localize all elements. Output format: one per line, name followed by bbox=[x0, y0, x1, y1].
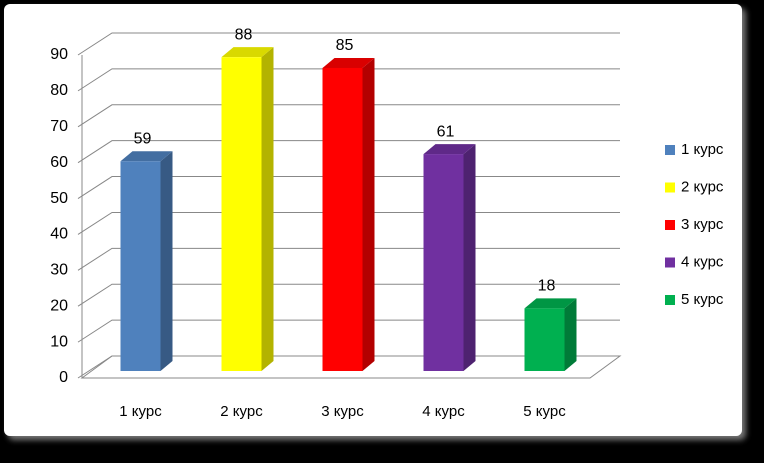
bar-top bbox=[221, 47, 274, 58]
value-label: 18 bbox=[538, 278, 556, 295]
value-label: 85 bbox=[336, 37, 354, 54]
grid-line bbox=[77, 140, 620, 164]
legend-label: 3 курс bbox=[681, 216, 724, 233]
y-tick-label: 0 bbox=[59, 369, 68, 386]
y-tick-label: 90 bbox=[50, 46, 68, 63]
legend-swatch bbox=[665, 220, 675, 230]
legend-label: 1 курс bbox=[681, 141, 724, 158]
y-tick-label: 40 bbox=[50, 226, 68, 243]
value-label: 59 bbox=[134, 130, 152, 147]
legend-label: 5 курс bbox=[681, 291, 724, 308]
legend-label: 4 курс bbox=[681, 253, 724, 270]
bar-side bbox=[463, 144, 476, 371]
y-tick-label: 10 bbox=[50, 333, 68, 350]
x-tick-label: 5 курс bbox=[523, 403, 566, 420]
bar-front bbox=[120, 161, 161, 371]
bar-top bbox=[524, 298, 577, 309]
bar-top bbox=[322, 57, 375, 68]
value-label: 88 bbox=[235, 26, 253, 43]
x-tick-label: 2 курс bbox=[220, 403, 263, 420]
bar bbox=[423, 144, 476, 371]
y-tick-label: 30 bbox=[50, 262, 68, 279]
y-tick-label: 20 bbox=[50, 297, 68, 314]
bar bbox=[524, 298, 577, 371]
bar-top bbox=[423, 144, 476, 155]
bar bbox=[322, 57, 375, 371]
legend-swatch bbox=[665, 145, 675, 155]
grid-line bbox=[77, 32, 620, 56]
bar bbox=[120, 151, 173, 371]
y-tick-label: 60 bbox=[50, 154, 68, 171]
legend-swatch bbox=[665, 257, 675, 268]
y-tick-label: 70 bbox=[50, 118, 68, 135]
bar-side bbox=[261, 47, 274, 372]
bar-front bbox=[524, 308, 565, 371]
x-tick-label: 1 курс bbox=[119, 403, 162, 420]
bar-side bbox=[160, 151, 173, 371]
legend-swatch bbox=[665, 182, 675, 193]
bar-front bbox=[322, 67, 363, 371]
legend-swatch bbox=[665, 295, 675, 305]
bar-front bbox=[423, 154, 464, 371]
bar-top bbox=[120, 151, 173, 162]
grid-line bbox=[77, 104, 620, 128]
grid-line bbox=[77, 68, 620, 92]
bar bbox=[221, 47, 274, 372]
x-tick-label: 3 курс bbox=[321, 403, 364, 420]
value-label: 61 bbox=[437, 123, 455, 140]
y-tick-label: 80 bbox=[50, 82, 68, 99]
legend-label: 2 курс bbox=[681, 178, 724, 195]
bar-front bbox=[221, 57, 262, 372]
y-tick-label: 50 bbox=[50, 190, 68, 207]
x-tick-label: 4 курс bbox=[422, 403, 465, 420]
bar-side bbox=[362, 57, 375, 371]
bar-side bbox=[564, 298, 577, 371]
